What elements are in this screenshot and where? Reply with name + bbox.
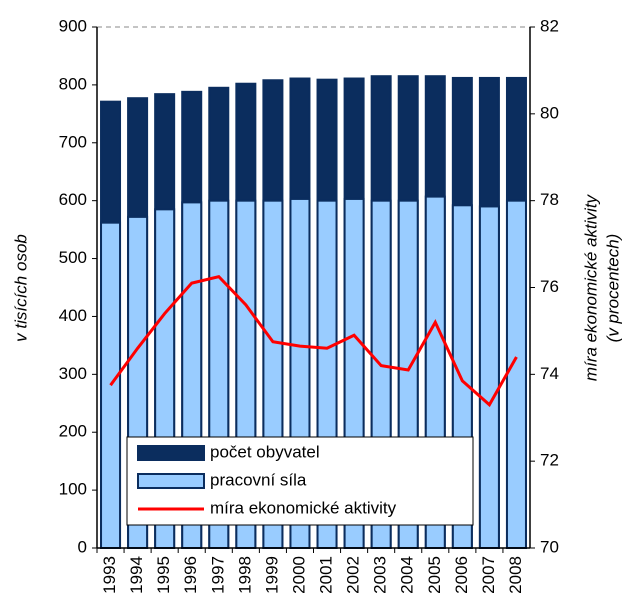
legend-swatch xyxy=(137,473,205,489)
x-tick-label: 2000 xyxy=(289,556,308,594)
legend-label: pracovní síla xyxy=(210,470,307,489)
legend-label: počet obyvatel xyxy=(210,442,320,461)
y-tick-label: 0 xyxy=(78,537,87,556)
x-tick-label: 2004 xyxy=(398,556,417,594)
x-tick-label: 2001 xyxy=(317,556,336,594)
y-tick-label: 100 xyxy=(59,480,87,499)
legend-swatch xyxy=(137,445,205,461)
y-tick-label: 900 xyxy=(59,16,87,35)
bar xyxy=(100,221,122,549)
x-tick-label: 1997 xyxy=(208,556,227,594)
x-tick-label: 1993 xyxy=(100,556,119,594)
y-tick-label: 800 xyxy=(59,74,87,93)
y-tick-label: 400 xyxy=(59,306,87,325)
x-tick-label: 2007 xyxy=(479,556,498,594)
line-series xyxy=(109,274,518,408)
x-tick-label: 1994 xyxy=(127,556,146,594)
x-tick-label: 2006 xyxy=(452,556,471,594)
y2-tick-label: 72 xyxy=(540,451,559,470)
x-tick-label: 1998 xyxy=(235,556,254,594)
bar xyxy=(478,205,500,549)
y2-tick-label: 74 xyxy=(540,364,559,383)
x-tick-label: 1996 xyxy=(181,556,200,594)
y-axis-label: v tisících osob xyxy=(11,234,30,342)
y-tick-label: 300 xyxy=(59,364,87,383)
y-tick-label: 200 xyxy=(59,422,87,441)
legend-label: míra ekonomické aktivity xyxy=(210,498,397,517)
y2-tick-label: 70 xyxy=(540,537,559,556)
bar xyxy=(505,199,527,550)
y2-tick-label: 78 xyxy=(540,190,559,209)
y2-tick-label: 76 xyxy=(540,277,559,296)
y2-axis-label: (v procentech) xyxy=(603,234,622,343)
x-tick-label: 2002 xyxy=(344,556,363,594)
y2-tick-label: 80 xyxy=(540,103,559,122)
y-tick-label: 600 xyxy=(59,190,87,209)
y-tick-label: 500 xyxy=(59,248,87,267)
x-tick-label: 2003 xyxy=(371,556,390,594)
y2-tick-label: 82 xyxy=(540,16,559,35)
x-tick-label: 2005 xyxy=(425,556,444,594)
x-tick-label: 2008 xyxy=(506,556,525,594)
y-tick-label: 700 xyxy=(59,132,87,151)
x-tick-label: 1995 xyxy=(154,556,173,594)
y2-axis-label: míra ekonomické aktivity xyxy=(581,193,600,381)
x-tick-label: 1999 xyxy=(262,556,281,594)
